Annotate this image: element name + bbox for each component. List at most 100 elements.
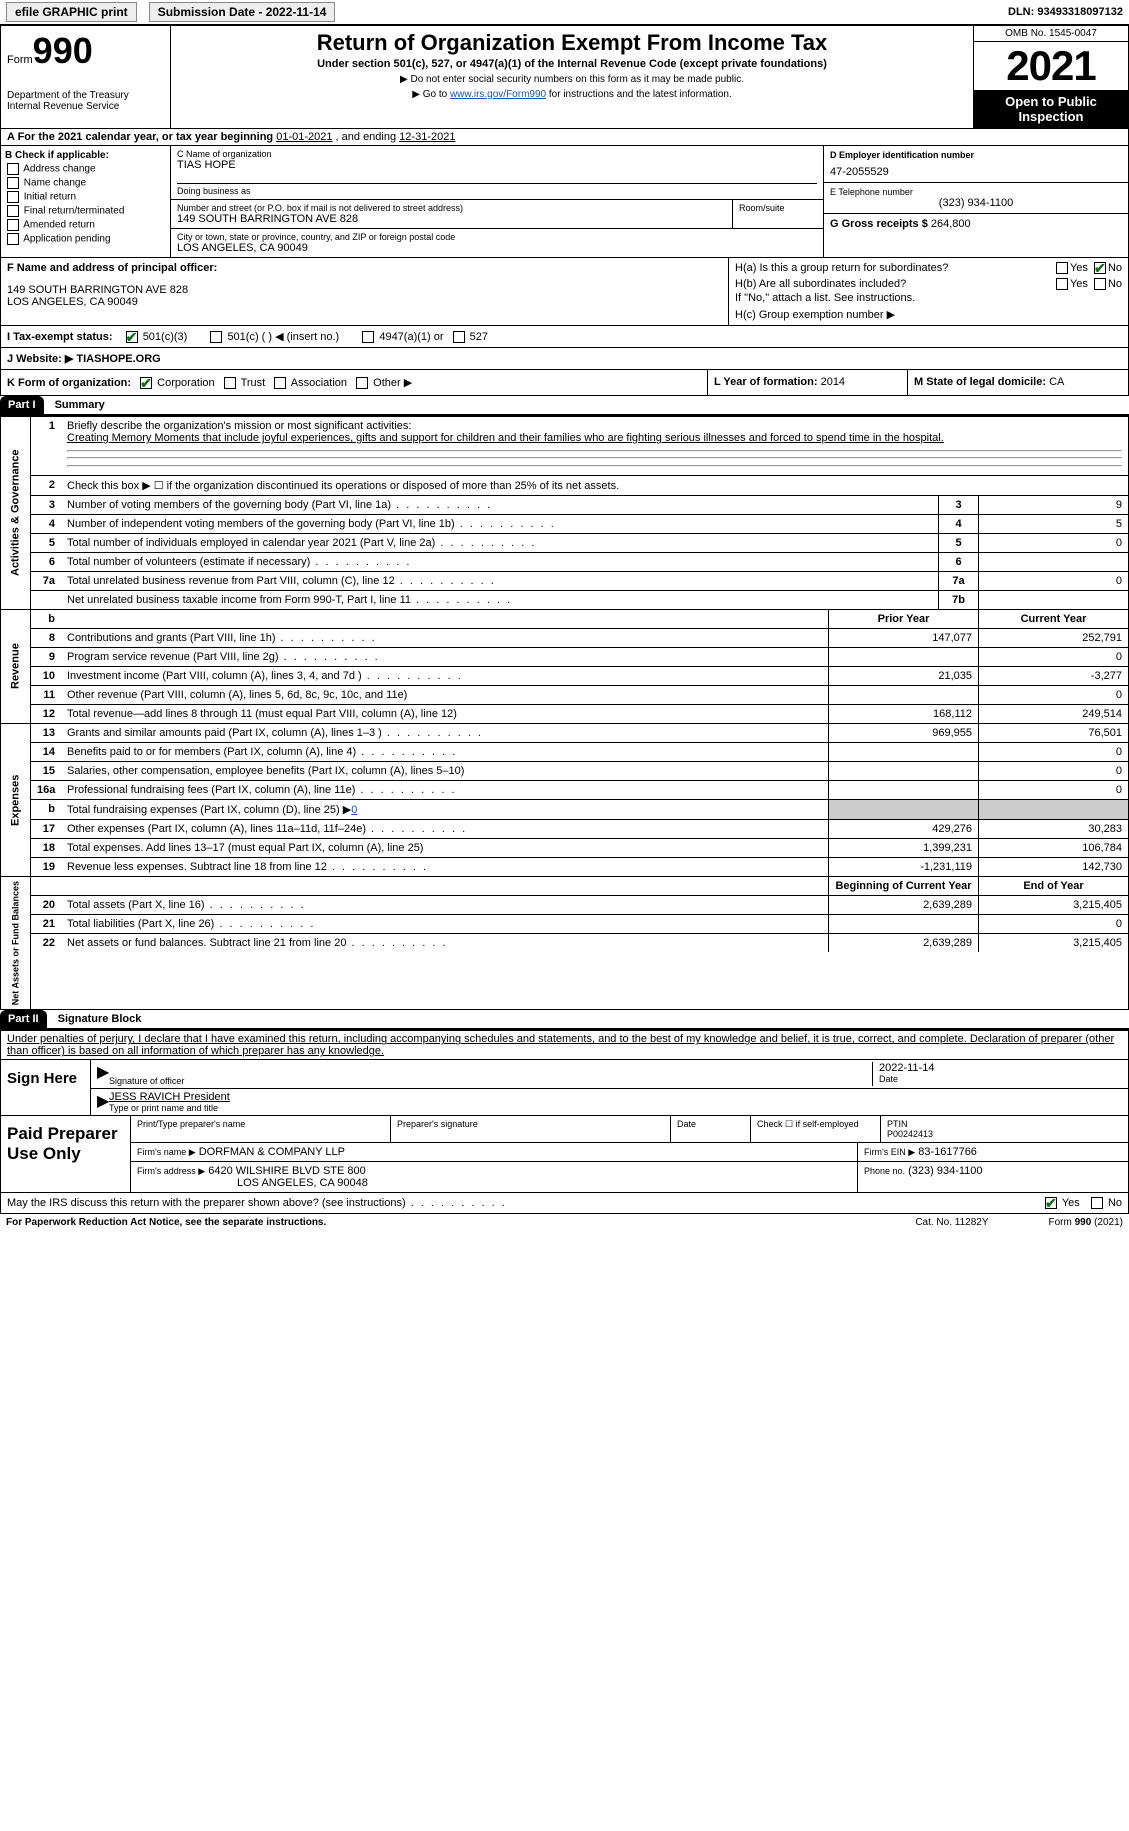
officer-addr2: LOS ANGELES, CA 90049 xyxy=(7,296,722,308)
room-label: Room/suite xyxy=(739,203,817,213)
ptin-label: PTIN xyxy=(887,1119,908,1129)
note-ssn: ▶ Do not enter social security numbers o… xyxy=(177,74,967,85)
firm-phone: (323) 934-1100 xyxy=(908,1165,982,1177)
gross-label: G Gross receipts $ xyxy=(830,218,928,230)
vside-net: Net Assets or Fund Balances xyxy=(1,877,31,1009)
cb-name-change[interactable]: Name change xyxy=(5,177,166,189)
tel-label: E Telephone number xyxy=(830,187,1122,197)
l16a-desc: Professional fundraising fees (Part IX, … xyxy=(61,781,828,799)
l3-desc: Number of voting members of the governin… xyxy=(61,496,938,514)
part2-title: Signature Block xyxy=(58,1013,142,1025)
prep-date-label: Date xyxy=(671,1116,751,1142)
l17-p: 429,276 xyxy=(828,820,978,838)
ein-label: D Employer identification number xyxy=(830,150,1122,160)
cb-trust[interactable] xyxy=(224,377,236,389)
ty-begin: 01-01-2021 xyxy=(276,131,332,143)
l21-c: 0 xyxy=(978,915,1128,933)
irs-link[interactable]: www.irs.gov/Form990 xyxy=(450,89,546,100)
cb-4947[interactable] xyxy=(362,331,374,343)
org-name-label: C Name of organization xyxy=(177,149,817,159)
vside-rev: Revenue xyxy=(1,610,31,723)
l22-c: 3,215,405 xyxy=(978,934,1128,952)
net-assets-section: Net Assets or Fund Balances Beginning of… xyxy=(0,877,1129,1010)
l10-p: 21,035 xyxy=(828,667,978,685)
omb-number: OMB No. 1545-0047 xyxy=(974,26,1128,42)
row-a: A For the 2021 calendar year, or tax yea… xyxy=(0,129,1129,146)
ein: 47-2055529 xyxy=(830,166,1122,178)
form-header: Form990 Department of the Treasury Inter… xyxy=(0,25,1129,129)
ptin: P00242413 xyxy=(887,1129,933,1139)
l16a-c: 0 xyxy=(978,781,1128,799)
tel: (323) 934-1100 xyxy=(830,197,1122,209)
arrow-icon: ▶ xyxy=(97,1062,109,1086)
i-label: I Tax-exempt status: xyxy=(7,331,113,343)
firm-name: DORFMAN & COMPANY LLP xyxy=(199,1146,345,1158)
l12-desc: Total revenue—add lines 8 through 11 (mu… xyxy=(61,705,828,723)
hc-label: H(c) Group exemption number ▶ xyxy=(735,308,1122,321)
l-label: L Year of formation: xyxy=(714,376,818,388)
city-label: City or town, state or province, country… xyxy=(177,232,817,242)
l12-p: 168,112 xyxy=(828,705,978,723)
l7b-val xyxy=(978,591,1128,609)
note2-post: for instructions and the latest informat… xyxy=(546,89,732,100)
activities-governance: Activities & Governance 1 Briefly descri… xyxy=(0,416,1129,610)
may-no[interactable] xyxy=(1091,1197,1103,1209)
website: TIASHOPE.ORG xyxy=(76,353,160,365)
row-a-pre: A For the 2021 calendar year, or tax yea… xyxy=(7,131,276,143)
hb-no[interactable] xyxy=(1094,278,1106,290)
cb-527[interactable] xyxy=(453,331,465,343)
hb-label: H(b) Are all subordinates included? xyxy=(735,278,1054,290)
info-grid: B Check if applicable: Address change Na… xyxy=(0,146,1129,258)
firm-phone-label: Phone no. xyxy=(864,1166,905,1176)
l11-c: 0 xyxy=(978,686,1128,704)
note-link: ▶ Go to www.irs.gov/Form990 for instruct… xyxy=(177,89,967,100)
cb-501c[interactable] xyxy=(210,331,222,343)
k-label: K Form of organization: xyxy=(7,377,131,389)
part2-num: Part II xyxy=(0,1010,47,1028)
l14-c: 0 xyxy=(978,743,1128,761)
cb-assoc[interactable] xyxy=(274,377,286,389)
l11-desc: Other revenue (Part VIII, column (A), li… xyxy=(61,686,828,704)
l13-p: 969,955 xyxy=(828,724,978,742)
part1-num: Part I xyxy=(0,396,44,414)
m-val: CA xyxy=(1049,376,1064,388)
l21-p xyxy=(828,915,978,933)
cb-final-return[interactable]: Final return/terminated xyxy=(5,205,166,217)
cb-initial-return[interactable]: Initial return xyxy=(5,191,166,203)
firm-addr2: LOS ANGELES, CA 90048 xyxy=(237,1177,368,1189)
cb-amended[interactable]: Amended return xyxy=(5,219,166,231)
revenue-section: Revenue bPrior YearCurrent Year 8Contrib… xyxy=(0,610,1129,724)
efile-button[interactable]: efile GRAPHIC print xyxy=(6,2,137,22)
l7a-desc: Total unrelated business revenue from Pa… xyxy=(61,572,938,590)
part2-bar: Part II Signature Block xyxy=(0,1010,1129,1030)
ha-yes[interactable] xyxy=(1056,262,1068,274)
gross-receipts: 264,800 xyxy=(931,218,971,230)
footer-left: For Paperwork Reduction Act Notice, see … xyxy=(6,1217,326,1228)
cb-corp[interactable] xyxy=(140,377,152,389)
l9-c: 0 xyxy=(978,648,1128,666)
hb-yes[interactable] xyxy=(1056,278,1068,290)
l4-val: 5 xyxy=(978,515,1128,533)
l5-desc: Total number of individuals employed in … xyxy=(61,534,938,552)
l9-p xyxy=(828,648,978,666)
l11-p xyxy=(828,686,978,704)
lb-val: 0 xyxy=(351,804,357,816)
cb-address-change[interactable]: Address change xyxy=(5,163,166,175)
l15-p xyxy=(828,762,978,780)
may-discuss-row: May the IRS discuss this return with the… xyxy=(0,1193,1129,1214)
sign-here: Sign Here ▶ Signature of officer 2022-11… xyxy=(0,1060,1129,1116)
open-to-public: Open to Public Inspection xyxy=(974,90,1128,128)
cb-501c3[interactable] xyxy=(126,331,138,343)
ha-no[interactable] xyxy=(1094,262,1106,274)
dept-label: Department of the Treasury Internal Reve… xyxy=(7,90,164,112)
cb-other[interactable] xyxy=(356,377,368,389)
may-yes[interactable] xyxy=(1045,1197,1057,1209)
l13-desc: Grants and similar amounts paid (Part IX… xyxy=(61,724,828,742)
note2-pre: ▶ Go to xyxy=(412,89,450,100)
l20-c: 3,215,405 xyxy=(978,896,1128,914)
fh-block: F Name and address of principal officer:… xyxy=(0,258,1129,396)
col-b-header: B Check if applicable: xyxy=(5,150,166,161)
l8-desc: Contributions and grants (Part VIII, lin… xyxy=(61,629,828,647)
col-curr: Current Year xyxy=(978,610,1128,628)
cb-app-pending[interactable]: Application pending xyxy=(5,233,166,245)
